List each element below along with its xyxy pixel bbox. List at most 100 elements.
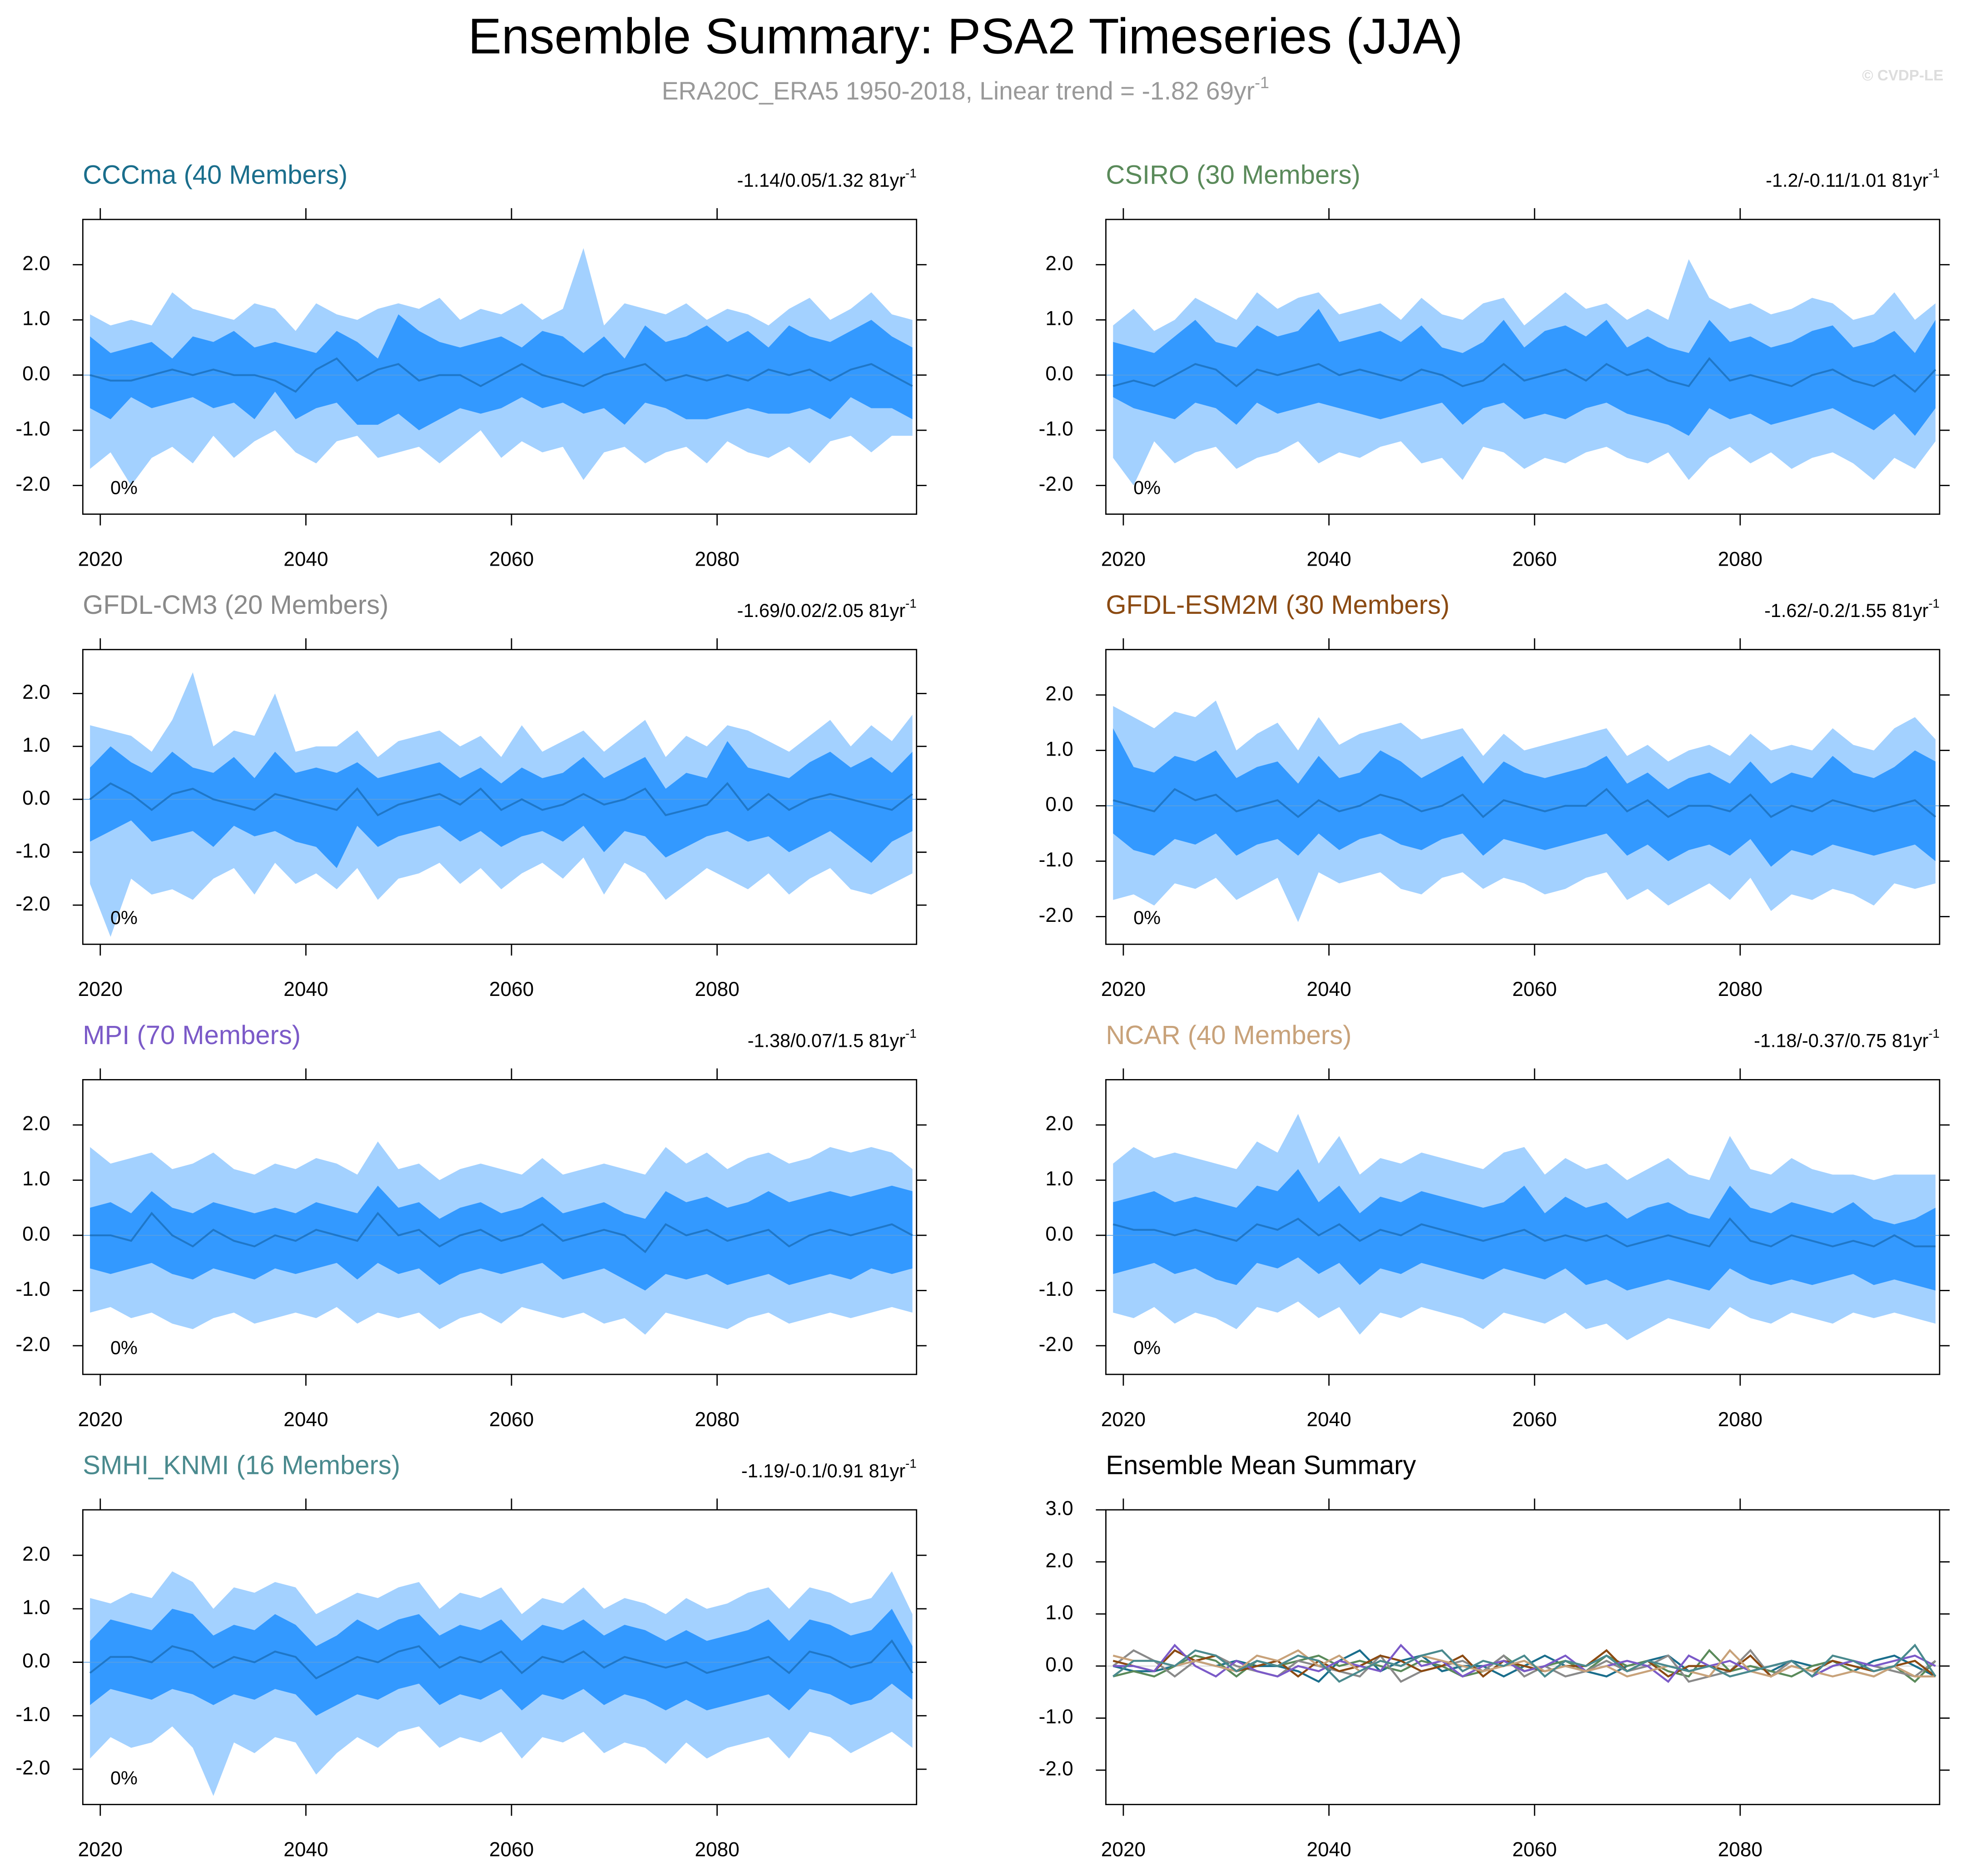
panel: CCCma (40 Members) -1.14/0.05/1.32 81yr-1… bbox=[15, 160, 927, 570]
y-tick-label: -1.0 bbox=[15, 840, 50, 862]
plot-area bbox=[1106, 1643, 1940, 1683]
x-tick-label: 2040 bbox=[1306, 1838, 1351, 1861]
y-tick-label: -2.0 bbox=[1039, 1334, 1073, 1356]
plot-frame bbox=[82, 219, 918, 515]
y-tick-label: -1.0 bbox=[15, 1278, 50, 1300]
y-tick-label: 0.0 bbox=[22, 1650, 50, 1672]
x-tick-label: 2040 bbox=[283, 548, 328, 570]
trend-stats: -1.19/-0.1/0.91 81yr-1 bbox=[741, 1457, 917, 1481]
plot-frame bbox=[1105, 219, 1941, 515]
y-tick-label: -2.0 bbox=[15, 1334, 50, 1356]
x-tick-label: 2020 bbox=[1101, 978, 1146, 1000]
subtitle-exponent: -1 bbox=[1255, 74, 1269, 92]
panel-title: GFDL-CM3 (20 Members) bbox=[83, 591, 388, 620]
x-tick-label: 2080 bbox=[695, 978, 740, 1000]
y-tick-label: -2.0 bbox=[1039, 904, 1073, 926]
y-tick-label: 2.0 bbox=[1045, 1549, 1073, 1572]
x-tick-label: 2080 bbox=[1718, 978, 1762, 1000]
trend-exponent: -1 bbox=[1928, 1026, 1940, 1040]
y-tick-label: 1.0 bbox=[22, 734, 50, 756]
x-tick-label: 2060 bbox=[1512, 1838, 1557, 1861]
plot-area bbox=[83, 672, 917, 937]
inner-band bbox=[1113, 309, 1936, 436]
trend-stats: -1.69/0.02/2.05 81yr-1 bbox=[737, 597, 917, 621]
mean-line bbox=[1112, 788, 1936, 818]
panel-title: MPI (70 Members) bbox=[83, 1021, 301, 1050]
y-tick-label: 2.0 bbox=[1045, 1113, 1073, 1135]
plot-area bbox=[83, 1141, 917, 1335]
y-tick-label: 0.0 bbox=[1045, 363, 1073, 385]
y-tick-label: 3.0 bbox=[1045, 1498, 1073, 1520]
mean-line bbox=[89, 782, 913, 816]
trend-text: -1.38/0.07/1.5 81yr bbox=[748, 1030, 906, 1051]
y-tick-label: 2.0 bbox=[22, 1113, 50, 1135]
panel: MPI (70 Members) -1.38/0.07/1.5 81yr-1 0% -… bbox=[15, 1021, 927, 1431]
y-tick-label: 1.0 bbox=[22, 308, 50, 330]
x-tick-label: 2060 bbox=[489, 1838, 534, 1861]
figure-subtitle: ERA20C_ERA5 1950-2018, Linear trend = -1… bbox=[662, 74, 1269, 104]
trend-exponent: -1 bbox=[1928, 597, 1940, 611]
ensemble-mean-line bbox=[1112, 1649, 1936, 1678]
x-tick-label: 2040 bbox=[1306, 978, 1351, 1000]
y-tick-label: 2.0 bbox=[1045, 682, 1073, 705]
figure-title: Ensemble Summary: PSA2 Timeseries (JJA) bbox=[468, 8, 1463, 64]
y-tick-label: 0.0 bbox=[22, 363, 50, 385]
plot-frame bbox=[1105, 1509, 1941, 1806]
trend-stats: -1.14/0.05/1.32 81yr-1 bbox=[737, 166, 917, 191]
trend-stats: -1.38/0.07/1.5 81yr-1 bbox=[748, 1026, 917, 1051]
panel: NCAR (40 Members) -1.18/-0.37/0.75 81yr-1… bbox=[1039, 1021, 1950, 1431]
trend-text: -1.19/-0.1/0.91 81yr bbox=[741, 1460, 905, 1481]
credit: © CVDP-LE bbox=[1862, 67, 1943, 84]
plot-area bbox=[83, 1571, 917, 1796]
x-tick-label: 2040 bbox=[1306, 1408, 1351, 1431]
annotation: 0% bbox=[110, 1767, 138, 1788]
y-tick-label: 2.0 bbox=[22, 1543, 50, 1565]
y-tick-label: 2.0 bbox=[22, 681, 50, 703]
trend-exponent: -1 bbox=[905, 1457, 917, 1471]
x-tick-label: 2040 bbox=[283, 978, 328, 1000]
trend-exponent: -1 bbox=[1928, 166, 1940, 180]
plot-area bbox=[1106, 259, 1940, 486]
x-tick-label: 2060 bbox=[489, 978, 534, 1000]
y-tick-label: 1.0 bbox=[22, 1597, 50, 1619]
panel-title: NCAR (40 Members) bbox=[1106, 1021, 1351, 1050]
plot-frame bbox=[1105, 649, 1941, 945]
plot-frame bbox=[82, 1079, 918, 1375]
trend-text: -1.18/-0.37/0.75 81yr bbox=[1754, 1030, 1928, 1051]
annotation: 0% bbox=[1133, 1338, 1161, 1358]
x-tick-label: 2020 bbox=[1101, 1408, 1146, 1431]
y-tick-label: -2.0 bbox=[15, 1757, 50, 1779]
y-tick-label: 1.0 bbox=[22, 1168, 50, 1190]
y-tick-label: 0.0 bbox=[1045, 793, 1073, 816]
annotation: 0% bbox=[110, 907, 138, 928]
x-tick-label: 2020 bbox=[1101, 1838, 1146, 1861]
x-tick-label: 2060 bbox=[489, 548, 534, 570]
plot-frame bbox=[1105, 1079, 1941, 1375]
panel: CSIRO (30 Members) -1.2/-0.11/1.01 81yr-1… bbox=[1039, 160, 1950, 570]
trend-text: -1.69/0.02/2.05 81yr bbox=[737, 600, 906, 621]
y-tick-label: 2.0 bbox=[1045, 252, 1073, 274]
y-tick-label: -1.0 bbox=[1039, 1706, 1073, 1728]
annotation: 0% bbox=[1133, 907, 1161, 928]
panel: GFDL-CM3 (20 Members) -1.69/0.02/2.05 81y… bbox=[15, 591, 927, 1000]
x-tick-label: 2060 bbox=[1512, 548, 1557, 570]
plot-frame bbox=[82, 1509, 918, 1806]
panel: SMHI_KNMI (16 Members) -1.19/-0.1/0.91 81… bbox=[15, 1451, 927, 1861]
mean-line bbox=[1112, 357, 1936, 393]
x-tick-label: 2020 bbox=[78, 1408, 123, 1431]
trend-stats: -1.62/-0.2/1.55 81yr-1 bbox=[1764, 597, 1940, 621]
y-tick-label: -1.0 bbox=[15, 418, 50, 440]
x-tick-label: 2080 bbox=[695, 548, 740, 570]
x-tick-label: 2060 bbox=[1512, 978, 1557, 1000]
trend-text: -1.2/-0.11/1.01 81yr bbox=[1766, 170, 1928, 191]
y-tick-label: -2.0 bbox=[1039, 1758, 1073, 1780]
mean-line bbox=[1112, 1217, 1936, 1248]
trend-stats: -1.2/-0.11/1.01 81yr-1 bbox=[1766, 166, 1940, 191]
x-tick-label: 2020 bbox=[78, 978, 123, 1000]
trend-stats: -1.18/-0.37/0.75 81yr-1 bbox=[1754, 1026, 1940, 1051]
y-tick-label: -1.0 bbox=[1039, 1278, 1073, 1300]
y-tick-label: 0.0 bbox=[22, 787, 50, 809]
trend-exponent: -1 bbox=[905, 1026, 917, 1040]
y-tick-label: 1.0 bbox=[1045, 308, 1073, 330]
panel: GFDL-ESM2M (30 Members) -1.62/-0.2/1.55 8… bbox=[1039, 591, 1950, 1000]
